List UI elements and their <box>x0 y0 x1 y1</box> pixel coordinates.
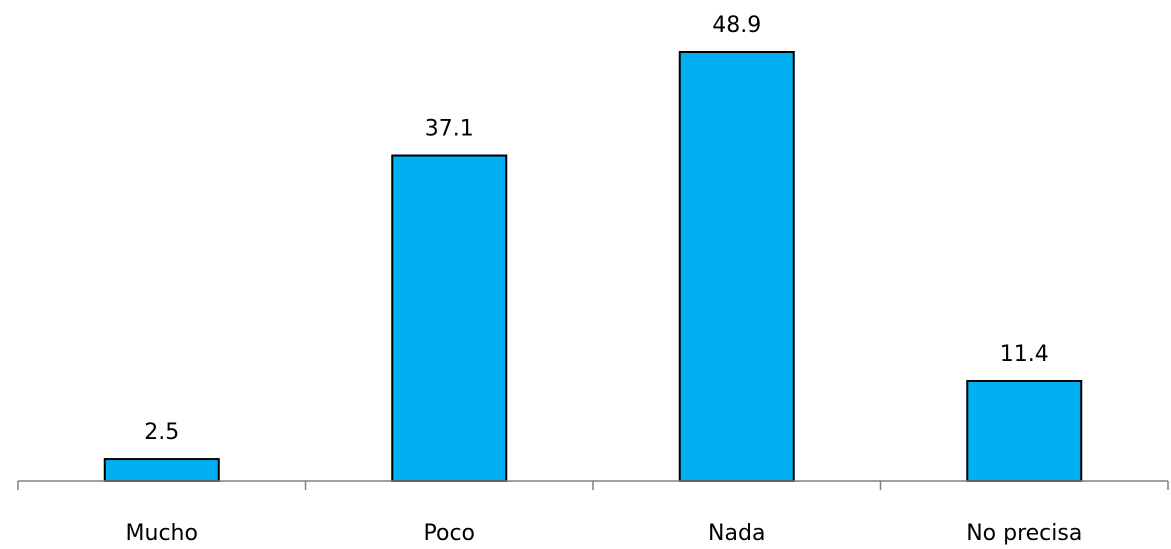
x-tick-label: Poco <box>424 521 476 546</box>
x-tick-label: No precisa <box>966 521 1082 546</box>
bar-nada <box>678 51 795 482</box>
x-tick-label: Mucho <box>126 521 198 546</box>
data-label: 2.5 <box>144 420 179 445</box>
data-label: 37.1 <box>425 117 474 142</box>
bar-mucho <box>103 458 220 482</box>
x-tick-label: Nada <box>708 521 765 546</box>
bars-group <box>103 51 1083 482</box>
data-labels-group: 2.5 37.1 48.9 11.4 <box>144 13 1048 445</box>
x-axis-ticks <box>17 481 1169 490</box>
bar-no-precisa <box>966 379 1083 482</box>
bar-poco <box>391 154 508 482</box>
x-axis-tick-labels: Mucho Poco Nada No precisa <box>126 521 1083 546</box>
data-label: 48.9 <box>712 13 761 38</box>
data-label: 11.4 <box>1000 342 1049 367</box>
